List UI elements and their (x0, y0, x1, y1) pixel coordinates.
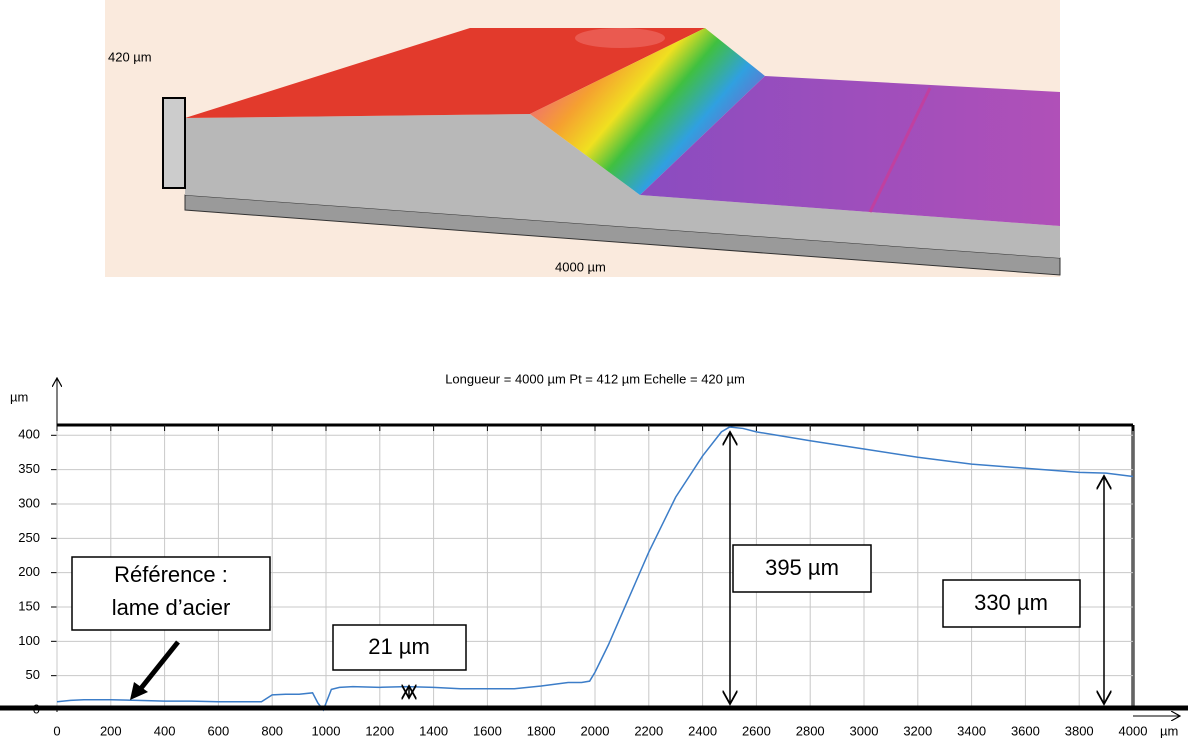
y-tick-label: 100 (18, 633, 40, 648)
surface-render: 420 µm 4000 µm (105, 0, 1061, 277)
x-tick-label: 2800 (796, 723, 825, 738)
peak-text: 395 µm (765, 555, 839, 580)
end-box (942, 579, 1081, 628)
x-tick-label: 2200 (634, 723, 663, 738)
step-box (332, 624, 467, 671)
reference-arrow (136, 640, 180, 694)
y-axis-label: µm (10, 389, 28, 404)
render-base-scale (184, 194, 1061, 276)
x-tick-label: 800 (261, 723, 283, 738)
y-tick-label: 250 (18, 530, 40, 545)
render-groove (868, 87, 932, 213)
reference-text: lame d’acier (112, 595, 231, 620)
y-tick-label: 300 (18, 495, 40, 510)
render-slope (530, 28, 765, 195)
render-plateau (185, 28, 705, 118)
x-tick-label: 2000 (581, 723, 610, 738)
x-tick-label: 2400 (688, 723, 717, 738)
render-height-scale (162, 97, 186, 189)
x-tick-label: 1200 (365, 723, 394, 738)
x-tick-label: 1000 (312, 723, 341, 738)
x-tick-label: 3400 (957, 723, 986, 738)
x-tick-label: 3000 (850, 723, 879, 738)
x-tick-label: 1400 (419, 723, 448, 738)
x-tick-label: 4000 (1119, 723, 1148, 738)
render-spot (575, 28, 665, 48)
profile-line (56, 426, 1134, 712)
reference-text: Référence : (114, 562, 228, 587)
x-tick-label: 400 (154, 723, 176, 738)
y-tick-label: 350 (18, 461, 40, 476)
x-tick-label: 3800 (1065, 723, 1094, 738)
render-side (185, 114, 1060, 258)
render-length-label: 4000 µm (555, 259, 606, 274)
reference-arrowhead (130, 682, 148, 700)
end-text: 330 µm (974, 590, 1048, 615)
y-tick-label: 400 (18, 427, 40, 442)
x-axis-label: µm (1160, 723, 1178, 738)
x-tick-label: 3600 (1011, 723, 1040, 738)
y-tick-label: 150 (18, 598, 40, 613)
render-height-label: 420 µm (108, 49, 152, 64)
x-tick-label: 1800 (527, 723, 556, 738)
render-low-face (640, 76, 1060, 226)
annotations: Référence : lame d’acier 21 µm 395 µm 33… (71, 432, 1104, 704)
peak-box (732, 544, 872, 593)
y-tick-label: 50 (26, 667, 40, 682)
step-text: 21 µm (368, 634, 430, 659)
y-tick-label: 200 (18, 564, 40, 579)
x-tick-label: 0 (53, 723, 60, 738)
x-tick-label: 2600 (742, 723, 771, 738)
x-tick-label: 200 (100, 723, 122, 738)
x-tick-label: 3200 (903, 723, 932, 738)
x-tick-label: 1600 (473, 723, 502, 738)
x-tick-label: 600 (208, 723, 230, 738)
reference-box (71, 556, 271, 631)
chart-title: Longueur = 4000 µm Pt = 412 µm Echelle =… (445, 371, 745, 386)
